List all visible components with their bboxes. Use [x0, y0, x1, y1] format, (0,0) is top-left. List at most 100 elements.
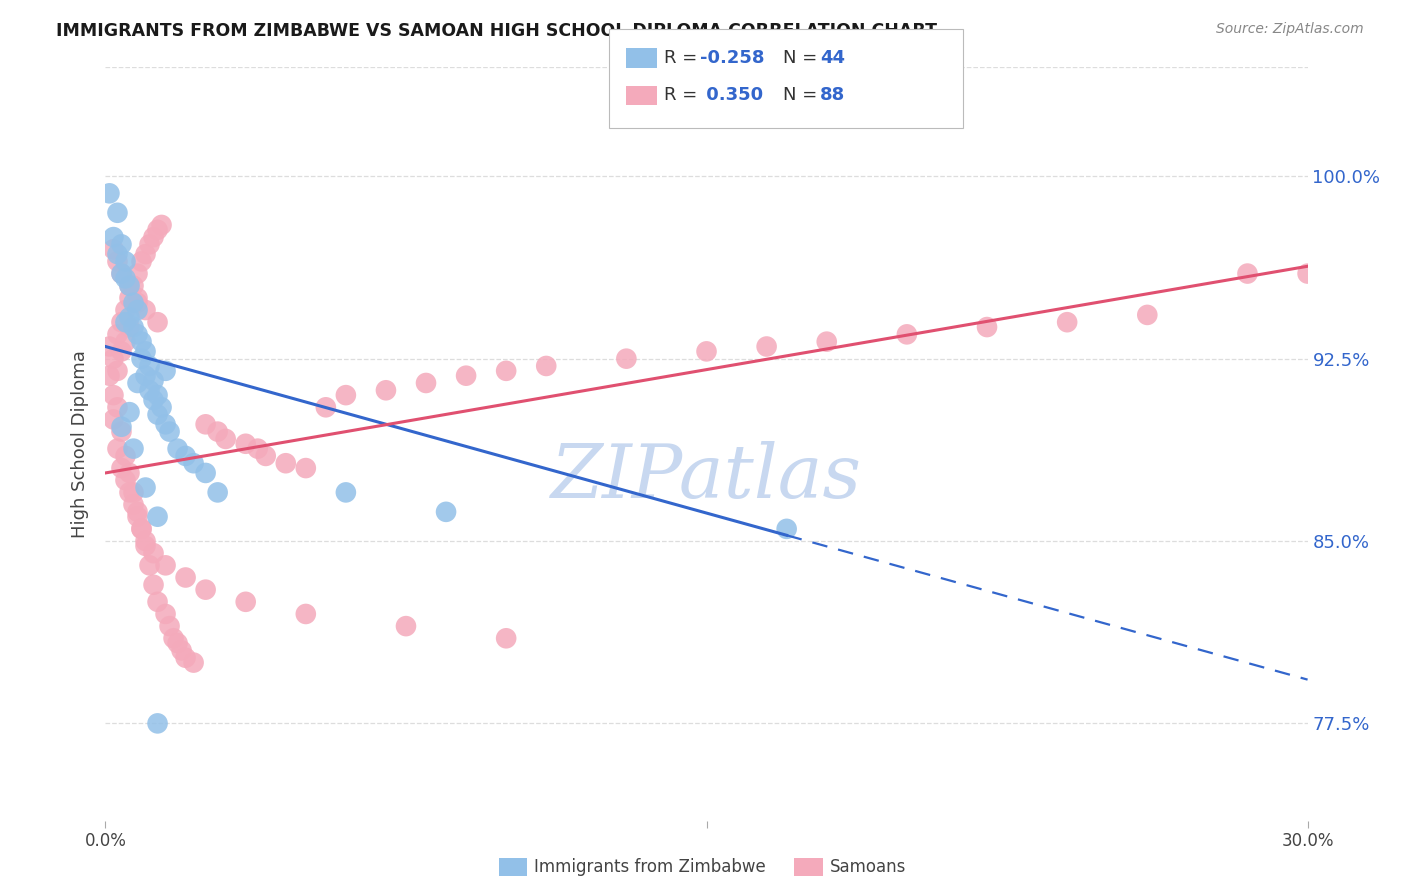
Point: [146, 315, 169, 329]
Point: [146, 388, 169, 402]
Point: [976, 320, 998, 334]
Point: [122, 498, 145, 512]
Point: [98, 339, 121, 353]
Point: [235, 437, 257, 451]
Point: [131, 254, 153, 268]
Point: [110, 267, 132, 281]
Point: [107, 442, 129, 456]
Point: [1136, 308, 1159, 322]
Point: [118, 466, 141, 480]
Point: [122, 278, 145, 293]
Point: [776, 522, 799, 536]
Point: [127, 267, 149, 281]
Point: [110, 267, 132, 281]
Point: [166, 442, 188, 456]
Point: [174, 570, 197, 584]
Point: [146, 223, 169, 237]
Point: [315, 401, 337, 415]
Point: [114, 271, 136, 285]
Point: [295, 607, 318, 621]
Point: [374, 384, 398, 398]
Point: [127, 505, 149, 519]
Text: Source: ZipAtlas.com: Source: ZipAtlas.com: [1216, 22, 1364, 37]
Point: [127, 303, 149, 318]
Point: [896, 327, 918, 342]
Point: [118, 278, 141, 293]
Point: [135, 303, 157, 318]
Point: [107, 401, 129, 415]
Point: [135, 534, 157, 549]
Point: [246, 442, 269, 456]
Point: [98, 368, 121, 383]
Text: ZIPatlas: ZIPatlas: [551, 442, 862, 514]
Point: [138, 384, 160, 398]
Point: [138, 359, 160, 373]
Point: [155, 364, 177, 378]
Point: [118, 405, 141, 419]
Point: [127, 327, 149, 342]
Point: [131, 334, 153, 349]
Point: [159, 619, 181, 633]
Text: N =: N =: [783, 87, 823, 104]
Point: [127, 295, 149, 310]
Point: [122, 442, 145, 456]
Point: [110, 344, 132, 359]
Point: [194, 417, 217, 432]
Text: Immigrants from Zimbabwe: Immigrants from Zimbabwe: [534, 858, 766, 876]
Point: [335, 485, 357, 500]
Point: [146, 595, 169, 609]
Point: [118, 485, 141, 500]
Point: [454, 368, 477, 383]
Point: [118, 278, 141, 293]
Point: [142, 230, 165, 244]
Point: [135, 247, 157, 261]
Point: [103, 412, 125, 426]
Point: [183, 456, 205, 470]
Point: [235, 595, 257, 609]
Point: [122, 485, 145, 500]
Text: 44: 44: [820, 49, 845, 67]
Point: [170, 643, 193, 657]
Point: [110, 425, 132, 439]
Point: [110, 461, 132, 475]
Point: [194, 466, 217, 480]
Point: [110, 315, 132, 329]
Text: R =: R =: [664, 49, 703, 67]
Point: [1296, 267, 1319, 281]
Point: [214, 432, 236, 446]
Point: [131, 522, 153, 536]
Text: IMMIGRANTS FROM ZIMBABWE VS SAMOAN HIGH SCHOOL DIPLOMA CORRELATION CHART: IMMIGRANTS FROM ZIMBABWE VS SAMOAN HIGH …: [56, 22, 938, 40]
Point: [495, 364, 517, 378]
Point: [118, 310, 141, 325]
Point: [1056, 315, 1078, 329]
Point: [107, 254, 129, 268]
Point: [114, 303, 136, 318]
Point: [183, 656, 205, 670]
Point: [122, 295, 145, 310]
Point: [755, 339, 778, 353]
Point: [131, 522, 153, 536]
Point: [815, 334, 838, 349]
Point: [127, 509, 149, 524]
Point: [110, 419, 132, 434]
Point: [155, 558, 177, 573]
Point: [98, 186, 121, 201]
Point: [127, 291, 149, 305]
Point: [118, 320, 141, 334]
Point: [395, 619, 418, 633]
Point: [107, 206, 129, 220]
Point: [103, 242, 125, 256]
Point: [415, 376, 437, 390]
Point: [114, 334, 136, 349]
Point: [135, 368, 157, 383]
Point: [138, 558, 160, 573]
Y-axis label: High School Diploma: High School Diploma: [72, 350, 90, 538]
Point: [107, 327, 129, 342]
Point: [335, 388, 357, 402]
Point: [118, 291, 141, 305]
Point: [135, 344, 157, 359]
Point: [146, 716, 169, 731]
Point: [150, 218, 173, 232]
Point: [131, 351, 153, 366]
Point: [138, 237, 160, 252]
